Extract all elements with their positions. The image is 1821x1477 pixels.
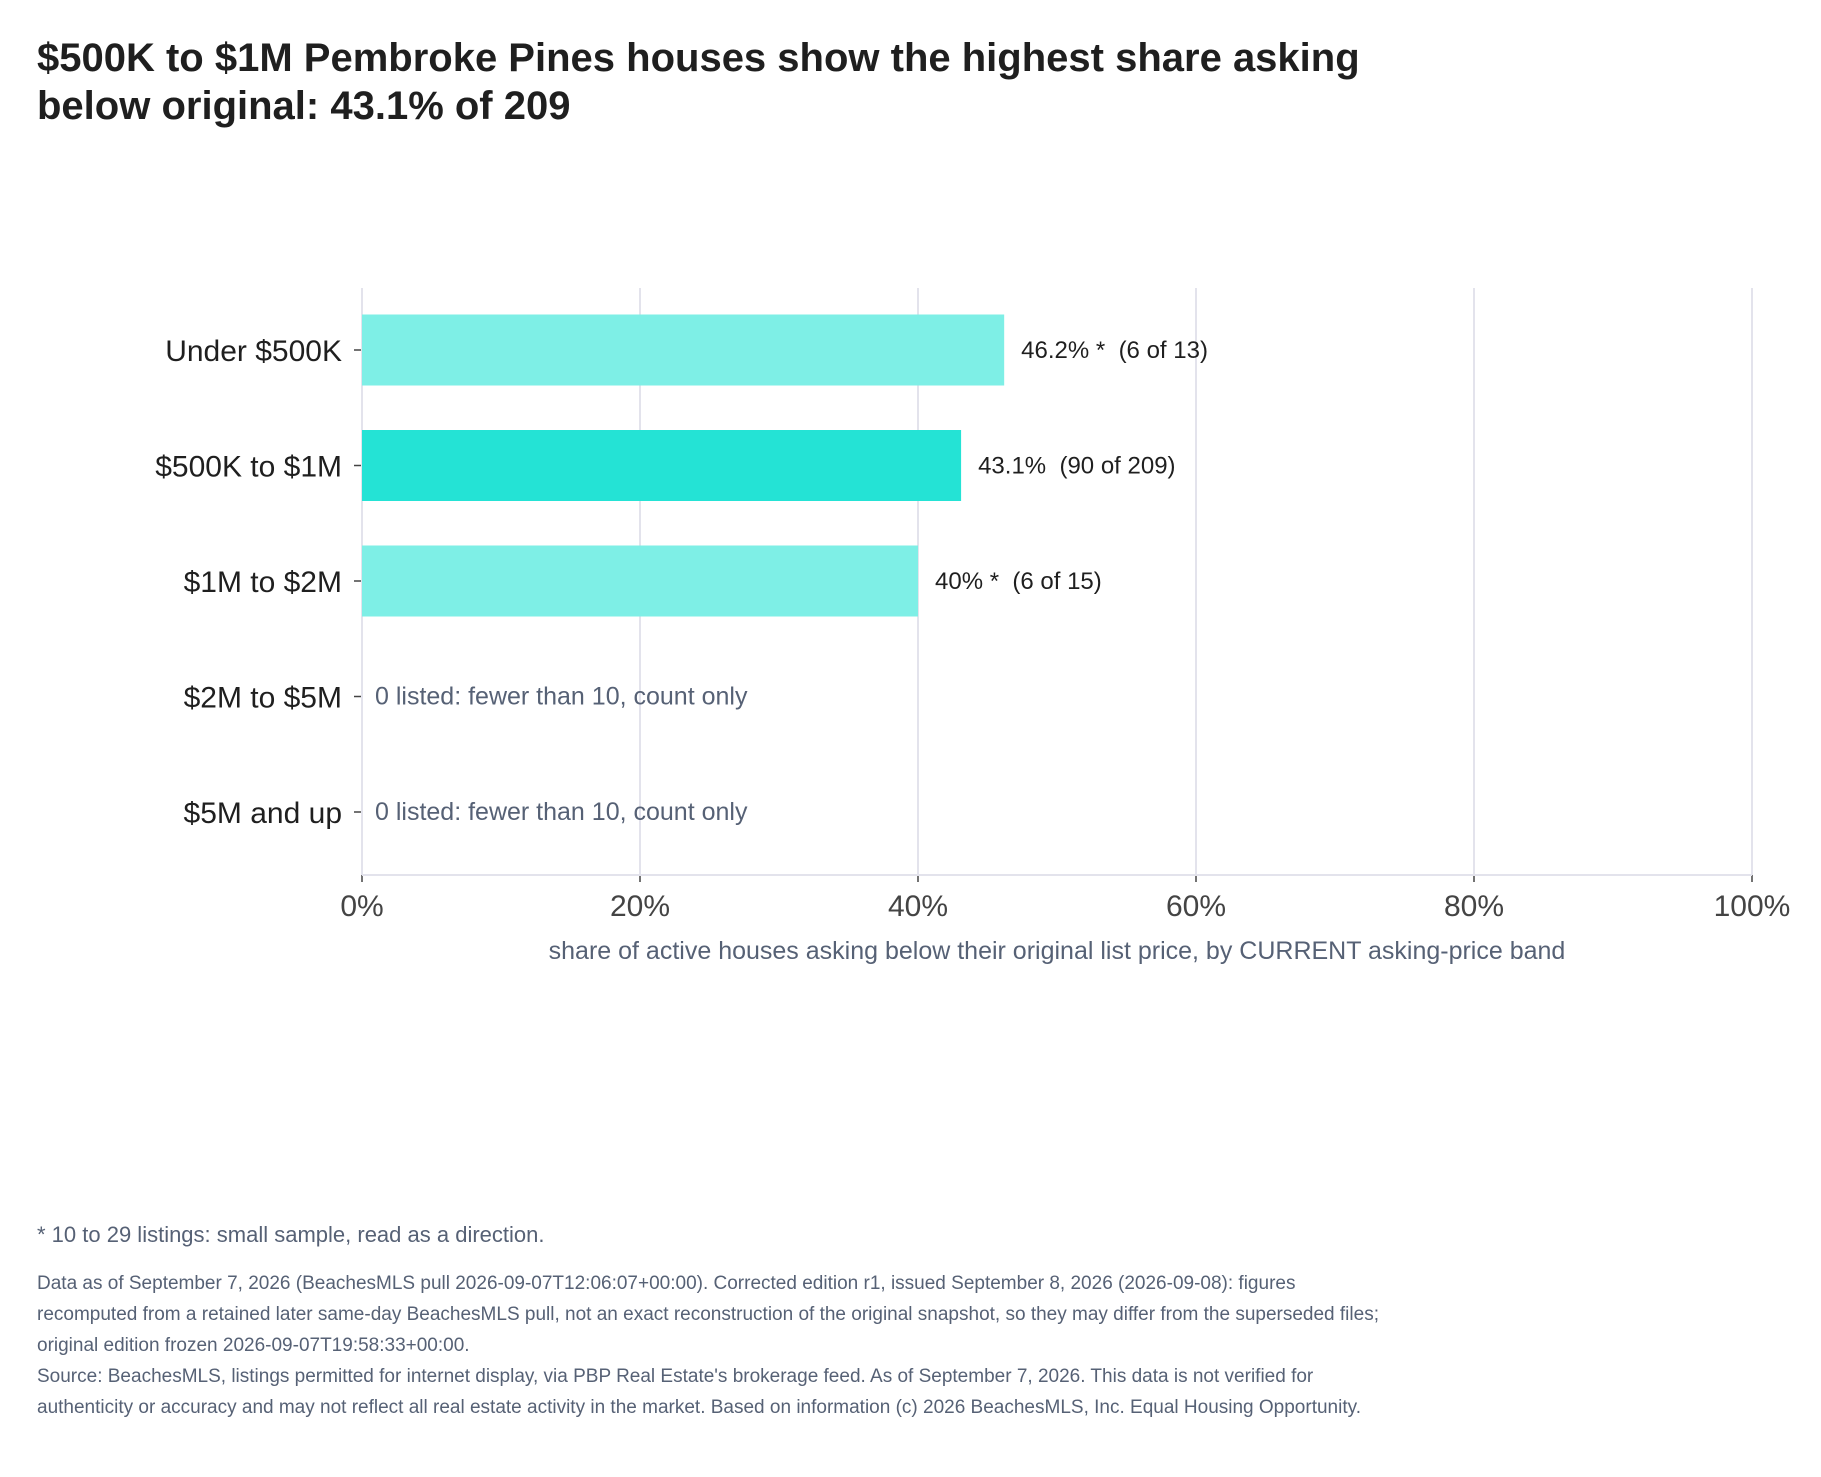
- source-notes: Data as of September 7, 2026 (BeachesMLS…: [37, 1268, 1397, 1423]
- data-note: Data as of September 7, 2026 (BeachesMLS…: [37, 1273, 1379, 1356]
- attribution: Source: BeachesMLS, listings permitted f…: [37, 1366, 1361, 1418]
- bar-value-label: 46.2% * (6 of 13): [1021, 337, 1208, 364]
- bar-chart: 0% 20% 40% 60% 80% 100% Under $500K $500K to $1…: [155, 288, 1790, 965]
- bar-labels: 46.2% * (6 of 13) 43.1% (90 of 209) 40% * …: [375, 337, 1208, 826]
- x-tick-label: 0%: [340, 890, 383, 923]
- bars: [362, 314, 1005, 617]
- x-axis-label: share of active houses asking below thei…: [549, 937, 1566, 965]
- category-label: $2M to $5M: [184, 682, 342, 715]
- x-tick-label: 100%: [1714, 890, 1791, 923]
- bar-value-label: 40% * (6 of 15): [935, 568, 1102, 595]
- category-label: $5M and up: [184, 797, 342, 830]
- bar: [362, 430, 962, 501]
- bar: [362, 545, 918, 617]
- x-tick-label: 20%: [610, 890, 670, 923]
- x-tick-label: 40%: [888, 890, 948, 923]
- x-tick-label: 80%: [1444, 890, 1504, 923]
- footnote: * 10 to 29 listings: small sample, read …: [37, 1222, 545, 1247]
- chart-title: $500K to $1M Pembroke Pines houses show …: [37, 36, 1360, 128]
- no-data-label: 0 listed: fewer than 10, count only: [375, 683, 748, 711]
- bar: [362, 314, 1005, 386]
- category-label: $1M to $2M: [184, 566, 342, 599]
- x-tick-label: 60%: [1166, 890, 1226, 923]
- no-data-label: 0 listed: fewer than 10, count only: [375, 798, 748, 826]
- category-label: Under $500K: [165, 335, 342, 368]
- bar-value-label: 43.1% (90 of 209): [978, 453, 1175, 480]
- axes: 0% 20% 40% 60% 80% 100% Under $500K $500K to $1…: [155, 335, 1790, 923]
- category-label: $500K to $1M: [155, 451, 342, 484]
